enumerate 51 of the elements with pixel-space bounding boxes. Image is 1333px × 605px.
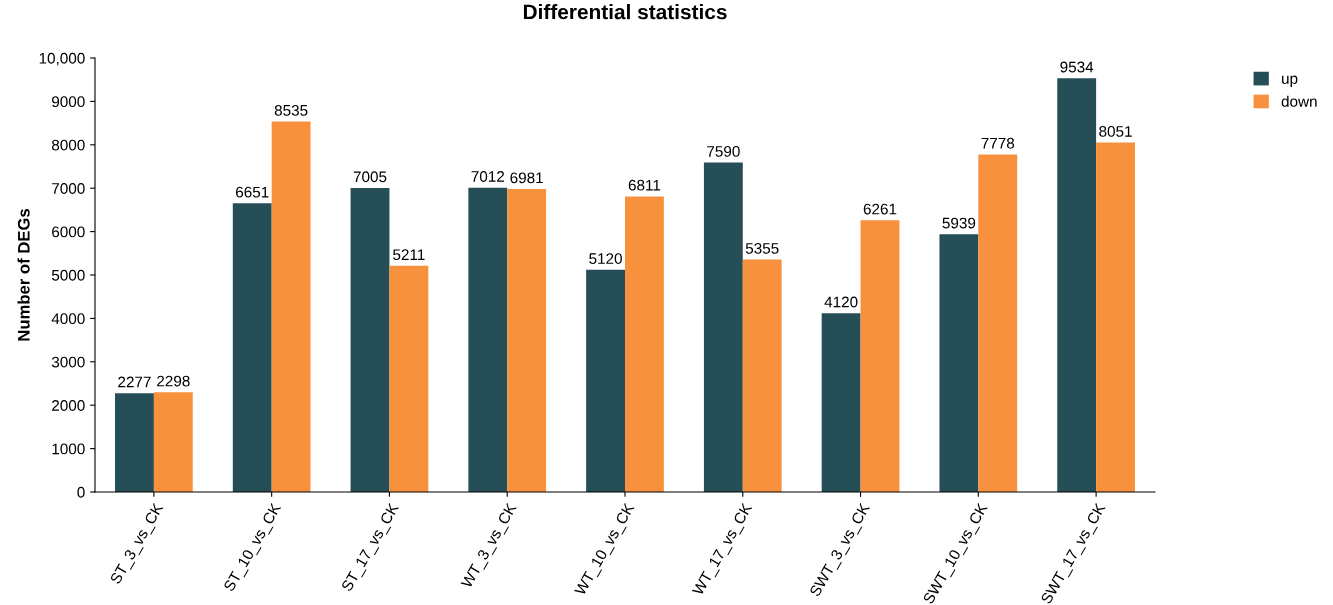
- data-label: 4120: [824, 296, 858, 308]
- bar: [507, 189, 547, 492]
- y-tick-label: 10,000: [39, 52, 85, 66]
- y-tick-label: 1000: [52, 443, 85, 455]
- data-label: 5939: [942, 217, 976, 229]
- data-label: 2298: [157, 375, 190, 387]
- bar: [978, 154, 1018, 492]
- data-label: 2277: [118, 376, 151, 388]
- data-label: 6651: [236, 186, 269, 198]
- y-tick-label: 2000: [52, 400, 85, 411]
- bar: [703, 162, 743, 492]
- data-label: 5211: [393, 249, 425, 261]
- data-label: 6261: [863, 203, 897, 215]
- data-label: 7005: [353, 171, 387, 183]
- y-tick-label: 4000: [51, 313, 85, 325]
- bar: [350, 187, 390, 492]
- data-label: 6981: [510, 172, 543, 184]
- bar: [586, 269, 625, 492]
- y-tick-label: 6000: [52, 226, 85, 238]
- y-tick-label: 8000: [51, 139, 85, 151]
- y-tick-label: 9000: [52, 96, 85, 108]
- y-tick-label: 3000: [51, 356, 85, 368]
- data-label: 8535: [274, 104, 308, 116]
- y-tick-label: 5000: [51, 269, 85, 281]
- data-label: 7012: [471, 171, 505, 182]
- bar: [232, 203, 272, 492]
- bar: [271, 121, 311, 492]
- legend-label: up: [1282, 75, 1298, 87]
- bar: [468, 187, 508, 492]
- bar: [860, 220, 900, 492]
- bar: [742, 259, 782, 492]
- bar: [153, 392, 193, 492]
- data-label: 9534: [1060, 61, 1094, 73]
- y-tick-label: 7000: [52, 183, 85, 194]
- bar: [1096, 142, 1135, 492]
- bar: [939, 234, 979, 492]
- bar: [389, 265, 429, 492]
- bar: [115, 393, 154, 492]
- data-label: 5355: [745, 242, 779, 254]
- legend-label: down: [1281, 95, 1317, 107]
- y-tick-label: 0: [77, 486, 85, 498]
- data-label: 7778: [981, 137, 1015, 149]
- data-label: 6811: [628, 179, 661, 191]
- bar: [625, 196, 664, 492]
- data-label: 7590: [707, 145, 740, 157]
- data-label: 8051: [1099, 125, 1132, 137]
- bar: [1057, 78, 1097, 492]
- chart-title: Differential statistics: [523, 4, 727, 20]
- bar: [821, 313, 861, 492]
- data-label: 5120: [589, 253, 622, 264]
- y-axis-title: Number of DEGs: [17, 209, 30, 341]
